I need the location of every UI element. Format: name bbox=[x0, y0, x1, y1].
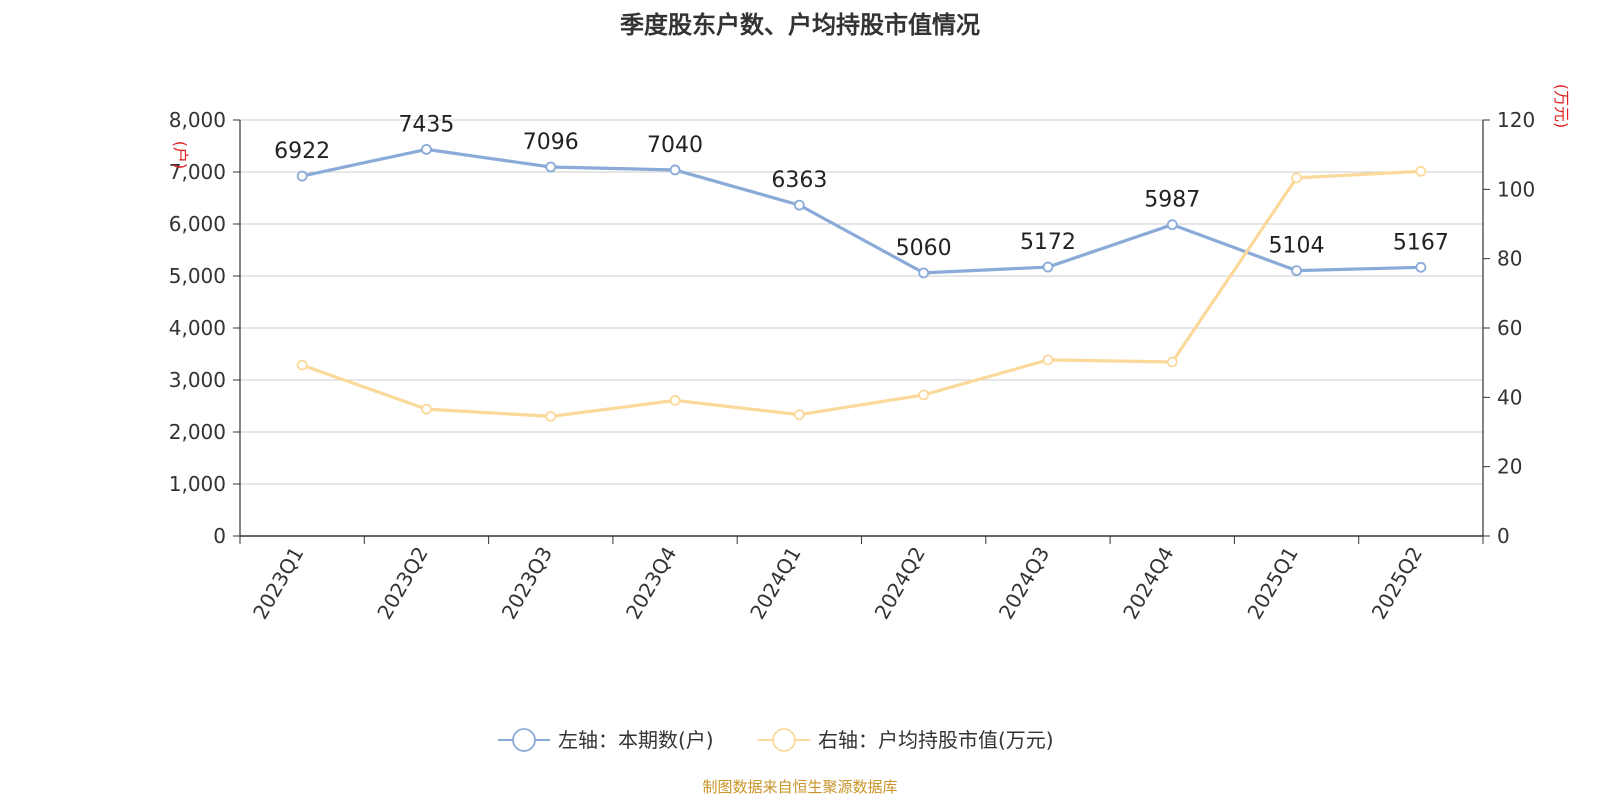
right-tick-label: 100 bbox=[1497, 177, 1535, 201]
data-labels: 6922 7435 7096 7040 6363 5060 5172 5987 5104 5167 bbox=[274, 112, 1449, 261]
series-2-point bbox=[296, 359, 308, 371]
left-tick-label: 5,000 bbox=[169, 264, 226, 288]
data-label: 7040 bbox=[647, 133, 703, 158]
data-label: 7096 bbox=[523, 130, 579, 155]
x-tick-label: 2024Q2 bbox=[870, 543, 930, 624]
series-2-point bbox=[421, 403, 432, 415]
data-label: 7435 bbox=[398, 112, 454, 137]
chart-title: 季度股东户数、户均持股市值情况 bbox=[620, 11, 980, 39]
right-tick-label: 40 bbox=[1497, 385, 1522, 409]
gridlines bbox=[240, 119, 1483, 485]
left-tick-label: 0 bbox=[213, 524, 226, 548]
x-tick-label: 2023Q2 bbox=[372, 543, 432, 624]
series-line-1 bbox=[301, 147, 1421, 275]
x-tick-label: 2023Q4 bbox=[621, 543, 681, 624]
right-axis-unit: (万元) bbox=[1552, 84, 1571, 129]
series-2-point bbox=[1042, 354, 1054, 366]
series-1-point bbox=[669, 164, 681, 176]
right-tick-label: 120 bbox=[1497, 108, 1535, 132]
legend[interactable]: 左轴：本期数(户) 右轴：户均持股市值(万元) bbox=[498, 728, 1054, 752]
series-1-point bbox=[918, 267, 930, 279]
x-tick-label: 2023Q3 bbox=[497, 543, 557, 624]
series-2-point bbox=[545, 410, 557, 422]
x-tick-label: 2025Q2 bbox=[1367, 543, 1427, 624]
data-label: 5172 bbox=[1020, 230, 1076, 255]
data-label: 6363 bbox=[771, 168, 827, 193]
x-tick-label: 2024Q1 bbox=[745, 543, 805, 624]
series-1-point bbox=[793, 199, 805, 211]
series-2-point bbox=[669, 395, 681, 406]
data-label: 5060 bbox=[896, 236, 952, 261]
left-tick-label: 7,000 bbox=[169, 160, 226, 184]
series-2-point bbox=[1415, 165, 1427, 177]
left-tick-label: 6,000 bbox=[169, 212, 226, 236]
x-tick-label: 2024Q3 bbox=[994, 543, 1054, 624]
left-tick-label: 2,000 bbox=[169, 420, 226, 444]
right-tick-label: 60 bbox=[1497, 316, 1522, 340]
x-tick-label: 2025Q1 bbox=[1242, 543, 1302, 624]
series-1-point bbox=[1166, 219, 1178, 231]
series-2-point bbox=[918, 389, 930, 401]
legend-marker-2 bbox=[772, 728, 796, 752]
series-1-point bbox=[421, 143, 432, 155]
legend-label-1: 左轴：本期数(户) bbox=[558, 728, 714, 752]
x-tick-label: 2024Q4 bbox=[1118, 543, 1178, 624]
right-tick-label: 20 bbox=[1497, 455, 1522, 479]
series-2-point bbox=[793, 409, 805, 421]
series-1-point bbox=[1415, 261, 1427, 273]
right-tick-label: 80 bbox=[1497, 247, 1522, 271]
data-label: 5987 bbox=[1144, 188, 1200, 213]
series-2-point bbox=[1166, 356, 1178, 368]
left-axis-unit: (户) bbox=[171, 141, 190, 170]
left-tick-label: 1,000 bbox=[169, 472, 226, 496]
left-tick-label: 3,000 bbox=[169, 368, 226, 392]
source-note: 制图数据来自恒生聚源数据库 bbox=[702, 778, 897, 796]
series-1-point bbox=[545, 161, 557, 173]
left-tick-label: 8,000 bbox=[169, 108, 226, 132]
data-label: 6922 bbox=[274, 139, 330, 164]
data-label: 5104 bbox=[1269, 234, 1325, 259]
left-tick-label: 4,000 bbox=[169, 316, 226, 340]
x-tick-label: 2023Q1 bbox=[248, 543, 308, 624]
series-2-point bbox=[1291, 172, 1302, 184]
series-1-point bbox=[1042, 261, 1054, 273]
series-1-point bbox=[296, 170, 308, 182]
axes: 0 1,000 2,000 3,000 4,000 5,000 6,000 7,000 8,00… bbox=[169, 84, 1571, 623]
series-line-2 bbox=[301, 169, 1421, 418]
series-layer bbox=[296, 143, 1427, 422]
data-label: 5167 bbox=[1393, 230, 1449, 255]
legend-marker-1 bbox=[512, 728, 536, 752]
right-tick-label: 0 bbox=[1497, 524, 1510, 548]
series-1-point bbox=[1291, 265, 1302, 276]
legend-label-2: 右轴：户均持股市值(万元) bbox=[818, 728, 1054, 752]
